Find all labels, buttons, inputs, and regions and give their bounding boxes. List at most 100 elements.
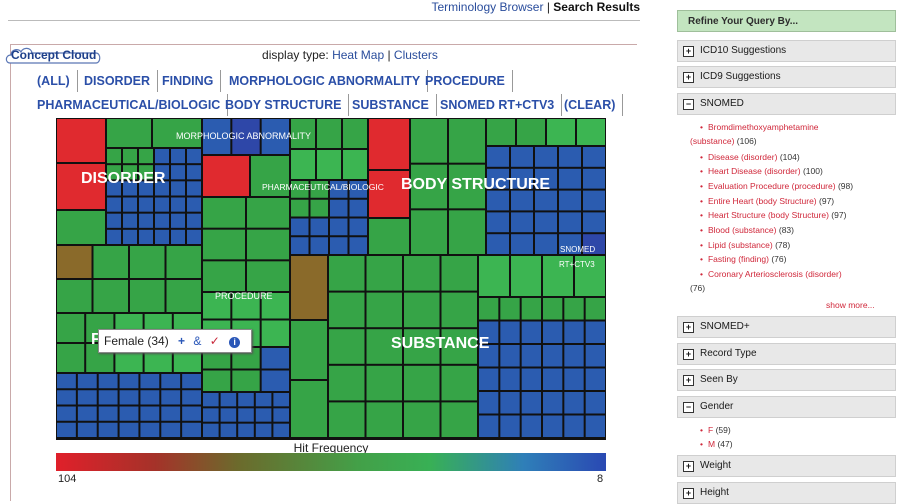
section-snomed[interactable]: − SNOMED <box>677 93 896 115</box>
treemap-cell[interactable] <box>123 149 137 164</box>
treemap-canvas[interactable] <box>56 118 606 440</box>
treemap-cell[interactable] <box>500 392 520 414</box>
treemap-cell[interactable] <box>261 293 289 319</box>
item-label[interactable]: Fasting (finding) <box>707 254 769 264</box>
treemap-cell[interactable] <box>130 280 165 312</box>
treemap-cell[interactable] <box>238 408 254 422</box>
filter-disorder[interactable]: DISORDER <box>77 70 158 92</box>
treemap-cell[interactable] <box>119 374 139 389</box>
treemap-cell[interactable] <box>98 390 118 405</box>
treemap-cell[interactable] <box>139 229 153 244</box>
treemap-cell[interactable] <box>203 229 245 260</box>
treemap-cell[interactable] <box>140 406 160 421</box>
treemap-cell[interactable] <box>57 280 92 312</box>
treemap-cell[interactable] <box>441 402 478 437</box>
treemap-cell[interactable] <box>251 156 289 196</box>
treemap-cell[interactable] <box>139 165 153 180</box>
treemap-cell[interactable] <box>487 119 515 145</box>
filter-clear[interactable]: (CLEAR) <box>557 94 624 116</box>
filter-finding[interactable]: FINDING <box>155 70 222 92</box>
treemap-cell[interactable] <box>547 119 575 145</box>
treemap-cell[interactable] <box>153 119 201 147</box>
treemap-cell[interactable] <box>583 234 605 254</box>
treemap-cell[interactable] <box>449 119 485 163</box>
expand-icon[interactable]: + <box>683 72 694 83</box>
treemap-cell[interactable] <box>317 119 341 148</box>
treemap-cell[interactable] <box>310 218 329 236</box>
treemap-cell[interactable] <box>349 199 368 217</box>
snomed-item[interactable]: • Blood (substance) (83) <box>700 225 794 235</box>
treemap-cell[interactable] <box>155 181 169 196</box>
treemap-cell[interactable] <box>521 368 541 391</box>
treemap-cell[interactable] <box>203 293 231 319</box>
section-height[interactable]: + Height <box>677 482 896 504</box>
snomed-item[interactable]: • Entire Heart (body Structure) (97) <box>700 196 834 206</box>
treemap-cell[interactable] <box>310 237 329 254</box>
section-seen-by[interactable]: + Seen By <box>677 369 896 391</box>
treemap-cell[interactable] <box>291 381 327 437</box>
treemap-cell[interactable] <box>577 119 605 145</box>
expand-icon[interactable]: + <box>683 46 694 57</box>
treemap-cell[interactable] <box>171 165 185 180</box>
item-label[interactable]: Coronary Arteriosclerosis (disorder) <box>707 269 842 279</box>
treemap-cell[interactable] <box>559 147 581 167</box>
treemap-cell[interactable] <box>140 390 160 405</box>
treemap-cell[interactable] <box>238 393 254 407</box>
treemap-cell[interactable] <box>161 406 181 421</box>
treemap-cell[interactable] <box>349 237 368 254</box>
treemap-cell[interactable] <box>247 198 289 228</box>
treemap-cell[interactable] <box>187 181 201 196</box>
treemap-cell[interactable] <box>166 246 202 278</box>
treemap-cell[interactable] <box>310 199 329 217</box>
treemap-cell[interactable] <box>564 415 584 438</box>
filter-snomed-rt-ctv3[interactable]: SNOMED RT+CTV3 <box>433 94 563 116</box>
treemap-cell[interactable] <box>203 198 245 228</box>
expand-icon[interactable]: + <box>683 349 694 360</box>
treemap-cell[interactable] <box>123 213 137 228</box>
section-snomed-plus[interactable]: + SNOMED+ <box>677 316 896 338</box>
treemap-cell[interactable] <box>543 321 563 344</box>
heat-map-link[interactable]: Heat Map <box>332 48 385 62</box>
treemap-cell[interactable] <box>171 229 185 244</box>
treemap-cell[interactable] <box>166 280 202 312</box>
treemap-cell[interactable] <box>247 261 289 291</box>
snomed-item[interactable]: • Evaluation Procedure (procedure) (98) <box>700 181 853 191</box>
treemap-cell[interactable] <box>564 392 584 414</box>
treemap-cell[interactable] <box>329 292 365 328</box>
treemap-cell[interactable] <box>123 229 137 244</box>
item-label[interactable]: Entire Heart (body Structure) <box>707 196 817 206</box>
treemap-cell[interactable] <box>535 234 557 254</box>
treemap-cell[interactable] <box>343 119 367 148</box>
treemap-cell[interactable] <box>139 149 153 164</box>
treemap-cell[interactable] <box>291 181 309 198</box>
treemap-cell[interactable] <box>479 415 499 438</box>
treemap-cell[interactable] <box>329 402 365 437</box>
treemap-cell[interactable] <box>487 168 509 189</box>
treemap-cell[interactable] <box>366 329 403 364</box>
treemap-cell[interactable] <box>559 234 581 254</box>
treemap-cell[interactable] <box>366 292 403 328</box>
treemap-cell[interactable] <box>543 368 563 391</box>
treemap-cell[interactable] <box>161 374 181 389</box>
treemap-cell[interactable] <box>119 422 139 437</box>
treemap-cell[interactable] <box>535 147 557 167</box>
treemap-cell[interactable] <box>232 119 260 154</box>
treemap-cell[interactable] <box>171 149 185 164</box>
section-gender[interactable]: − Gender <box>677 396 896 418</box>
filter-substance[interactable]: SUBSTANCE <box>345 94 437 116</box>
treemap-cell[interactable] <box>182 390 201 405</box>
treemap-cell[interactable] <box>238 423 254 437</box>
treemap-cell[interactable] <box>511 212 533 233</box>
treemap-cell[interactable] <box>155 197 169 212</box>
treemap-cell[interactable] <box>349 218 368 236</box>
item-label[interactable]: Heart Structure (body Structure) <box>707 210 829 220</box>
treemap-cell[interactable] <box>77 406 97 421</box>
treemap-cell[interactable] <box>98 422 118 437</box>
and-icon[interactable]: & <box>193 334 202 348</box>
treemap-cell[interactable] <box>564 321 584 344</box>
treemap-cell[interactable] <box>330 199 348 217</box>
treemap-cell[interactable] <box>273 423 289 437</box>
treemap-cell[interactable] <box>521 415 541 438</box>
treemap-cell[interactable] <box>500 345 520 367</box>
treemap-cell[interactable] <box>404 402 440 437</box>
